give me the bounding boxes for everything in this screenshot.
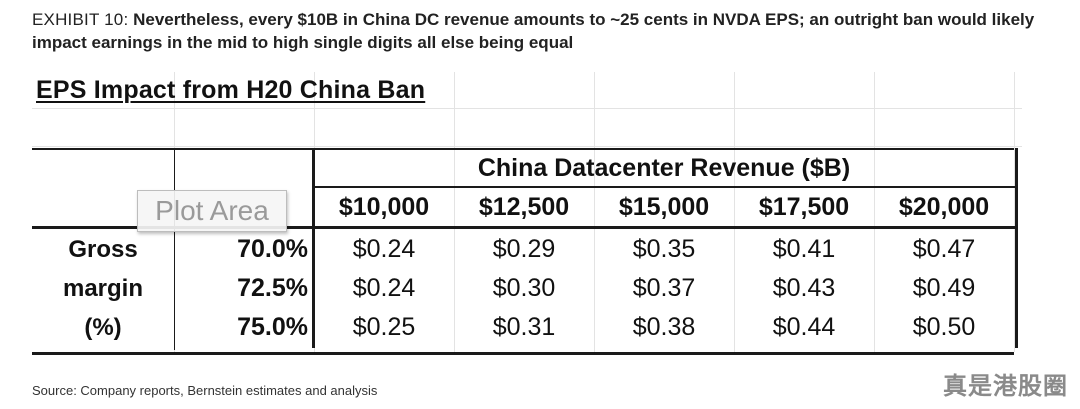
eps-cell: $0.30 — [492, 274, 556, 302]
eps-cell: $0.49 — [912, 274, 976, 302]
gridline — [32, 146, 1022, 147]
revenue-block-border — [312, 148, 1018, 348]
eps-cell: $0.43 — [772, 274, 836, 302]
margin-cell: 72.5% — [237, 274, 308, 302]
gridline — [1014, 72, 1015, 352]
gridline — [32, 108, 1022, 109]
spreadsheet-area: EPS Impact from H20 China Ban China Data… — [32, 72, 1022, 355]
eps-cell: $0.38 — [632, 313, 696, 341]
plot-area-tooltip: Plot Area — [137, 190, 287, 232]
watermark: 真是港股圈 — [943, 373, 1068, 400]
header-divider — [312, 186, 1015, 188]
eps-cell: $0.41 — [772, 235, 836, 263]
exhibit-caption: EXHIBIT 10: Nevertheless, every $10B in … — [32, 8, 1062, 54]
table-divider — [174, 148, 175, 350]
eps-cell: $0.35 — [632, 235, 696, 263]
header-bottom-border — [32, 226, 1015, 229]
column-header: $17,500 — [758, 193, 850, 221]
row-group-label: Gross — [68, 235, 138, 263]
eps-cell: $0.37 — [632, 274, 696, 302]
column-header: $20,000 — [898, 193, 990, 221]
eps-cell: $0.24 — [352, 235, 416, 263]
gridline — [734, 72, 735, 352]
source-note: Source: Company reports, Bernstein estim… — [32, 383, 378, 398]
column-group-header: China Datacenter Revenue ($B) — [477, 153, 851, 182]
column-header: $12,500 — [478, 193, 570, 221]
gridline — [594, 72, 595, 352]
table-outer-border — [32, 148, 1014, 355]
sheet-title: EPS Impact from H20 China Ban — [36, 76, 426, 104]
eps-cell: $0.24 — [352, 274, 416, 302]
margin-cell: 75.0% — [237, 313, 308, 341]
gridline — [874, 72, 875, 352]
gridline — [454, 72, 455, 352]
row-group-label: (%) — [84, 313, 122, 341]
eps-cell: $0.47 — [912, 235, 976, 263]
eps-cell: $0.44 — [772, 313, 836, 341]
eps-cell: $0.31 — [492, 313, 556, 341]
column-header: $10,000 — [338, 193, 430, 221]
margin-cell: 70.0% — [237, 235, 308, 263]
eps-cell: $0.25 — [352, 313, 416, 341]
exhibit-label: EXHIBIT 10: — [32, 10, 129, 29]
exhibit-headline: Nevertheless, every $10B in China DC rev… — [32, 10, 1035, 52]
row-group-label: margin — [62, 274, 143, 302]
column-header: $15,000 — [618, 193, 710, 221]
eps-cell: $0.29 — [492, 235, 556, 263]
eps-cell: $0.50 — [912, 313, 976, 341]
